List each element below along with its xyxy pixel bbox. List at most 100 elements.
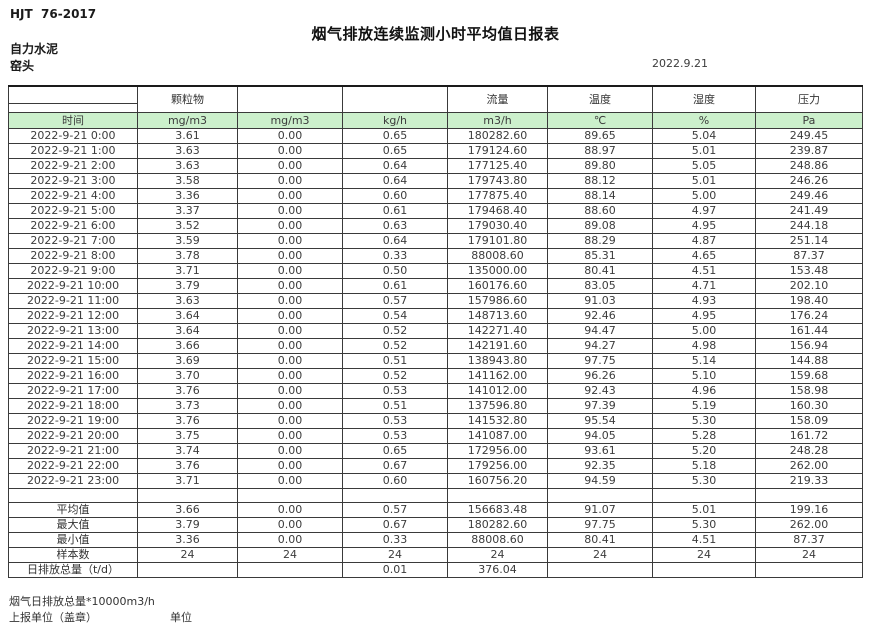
summary-row: 样本数 24 24 24 24 24 24 24 [8,546,863,563]
cell-value: 0.60 [342,187,448,204]
cell-time: 2022-9-21 1:00 [8,142,138,159]
summary-value: 0.33 [342,531,448,548]
cell-value: 5.14 [652,352,756,369]
cell-value: 153.48 [755,262,863,279]
cell-value: 0.52 [342,367,448,384]
summary-value [137,561,238,578]
cell-time: 2022-9-21 3:00 [8,172,138,189]
header-cell-flow: 流量 [447,85,548,113]
summary-value: 376.04 [447,561,548,578]
summary-value: 5.01 [652,501,756,518]
cell-value: 0.61 [342,277,448,294]
cell-value: 0.00 [237,367,343,384]
table-row: 2022-9-21 21:00 3.74 0.00 0.65 172956.00 93.6… [8,442,863,459]
report-date: 2022.9.21 [652,57,708,70]
unit-cell: Pa [755,111,863,129]
spacer-cell [755,487,863,503]
cell-value: 89.65 [547,127,653,144]
company-name: 自力水泥 [10,42,59,56]
cell-value: 0.00 [237,142,343,159]
cell-value: 92.35 [547,457,653,474]
cell-value: 0.53 [342,412,448,429]
cell-value: 248.86 [755,157,863,174]
cell-time: 2022-9-21 15:00 [8,352,138,369]
cell-value: 179468.40 [447,202,548,219]
cell-value: 4.51 [652,262,756,279]
cell-value: 142191.60 [447,337,548,354]
header-cell-particulate: 颗粒物 [137,85,238,113]
unit-cell: mg/m3 [237,111,343,129]
cell-value: 158.98 [755,382,863,399]
summary-row: 平均值 3.66 0.00 0.57 156683.48 91.07 5.01 199.16 [8,501,863,518]
summary-value: 0.00 [237,516,343,533]
summary-value: 24 [342,546,448,563]
cell-value: 0.00 [237,457,343,474]
cell-value: 177125.40 [447,157,548,174]
cell-value: 4.95 [652,217,756,234]
cell-value: 141162.00 [447,367,548,384]
cell-value: 91.03 [547,292,653,309]
cell-value: 0.00 [237,442,343,459]
cell-value: 0.50 [342,262,448,279]
summary-label: 日排放总量（t/d） [8,561,138,578]
cell-value: 4.95 [652,307,756,324]
cell-value: 94.27 [547,337,653,354]
spacer-row [8,487,863,503]
table-row: 2022-9-21 3:00 3.58 0.00 0.64 179743.80 88.12… [8,172,863,189]
cell-value: 4.97 [652,202,756,219]
spacer-cell [547,487,653,503]
cell-value: 83.05 [547,277,653,294]
cell-time: 2022-9-21 10:00 [8,277,138,294]
cell-value: 5.04 [652,127,756,144]
cell-value: 137596.80 [447,397,548,414]
page-title: 烟气排放连续监测小时平均值日报表 [311,25,560,43]
cell-value: 3.73 [137,397,238,414]
summary-value: 0.00 [237,531,343,548]
table-row: 2022-9-21 8:00 3.78 0.00 0.33 88008.60 85.31 4… [8,247,863,264]
cell-value: 88.12 [547,172,653,189]
summary-value: 91.07 [547,501,653,518]
cell-time: 2022-9-21 0:00 [8,127,138,144]
table-row: 2022-9-21 2:00 3.63 0.00 0.64 177125.40 89.80… [8,157,863,174]
cell-value: 92.43 [547,382,653,399]
cell-value: 3.70 [137,367,238,384]
header-cell-blank-3 [342,85,448,113]
summary-value: 0.00 [237,501,343,518]
cell-value: 0.33 [342,247,448,264]
cell-value: 5.19 [652,397,756,414]
table-row: 2022-9-21 4:00 3.36 0.00 0.60 177875.40 88.14… [8,187,863,204]
cell-value: 3.78 [137,247,238,264]
spacer-cell [652,487,756,503]
table-row: 2022-9-21 1:00 3.63 0.00 0.65 179124.60 88.97… [8,142,863,159]
summary-value [237,561,343,578]
cell-time: 2022-9-21 2:00 [8,157,138,174]
summary-row: 最大值 3.79 0.00 0.67 180282.60 97.75 5.30 262.00 [8,516,863,533]
cell-value: 179256.00 [447,457,548,474]
summary-value: 24 [755,546,863,563]
cell-value: 0.65 [342,142,448,159]
cell-value: 179101.80 [447,232,548,249]
cell-value: 148713.60 [447,307,548,324]
cell-value: 3.63 [137,142,238,159]
cell-value: 156.94 [755,337,863,354]
cell-value: 0.00 [237,322,343,339]
summary-value: 24 [652,546,756,563]
cell-time: 2022-9-21 14:00 [8,337,138,354]
cell-time: 2022-9-21 4:00 [8,187,138,204]
summary-value: 4.51 [652,531,756,548]
cell-value: 179124.60 [447,142,548,159]
cell-value: 198.40 [755,292,863,309]
cell-value: 5.01 [652,172,756,189]
gap-section [8,487,863,503]
table-row: 2022-9-21 23:00 3.71 0.00 0.60 160756.20 94.5… [8,472,863,489]
summary-rows: 平均值 3.66 0.00 0.57 156683.48 91.07 5.01 199.16 最… [8,501,863,578]
summary-value [755,561,863,578]
summary-value: 180282.60 [447,516,548,533]
summary-value: 156683.48 [447,501,548,518]
cell-time: 2022-9-21 23:00 [8,472,138,489]
cell-value: 80.41 [547,262,653,279]
header-cell-time-blank-2 [8,102,138,113]
cell-value: 249.46 [755,187,863,204]
table-row: 2022-9-21 18:00 3.73 0.00 0.51 137596.80 97.3… [8,397,863,414]
cell-value: 248.28 [755,442,863,459]
